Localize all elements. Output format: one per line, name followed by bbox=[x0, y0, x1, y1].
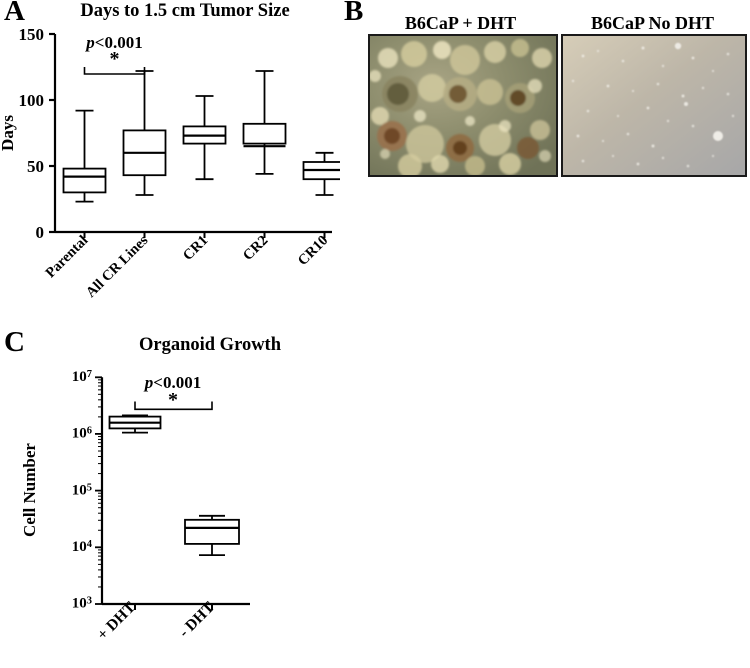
svg-text:CR10: CR10 bbox=[295, 233, 331, 269]
svg-text:104: 104 bbox=[72, 539, 93, 555]
svg-text:*: * bbox=[168, 389, 178, 411]
svg-text:+ DHT: + DHT bbox=[94, 598, 139, 643]
svg-text:*: * bbox=[110, 48, 120, 70]
svg-text:107: 107 bbox=[72, 369, 92, 385]
svg-text:50: 50 bbox=[27, 157, 44, 176]
svg-text:Parental: Parental bbox=[43, 233, 92, 282]
svg-text:100: 100 bbox=[19, 91, 45, 110]
svg-text:Days to 1.5 cm Tumor Size: Days to 1.5 cm Tumor Size bbox=[80, 1, 289, 21]
svg-text:Days: Days bbox=[0, 115, 17, 151]
svg-text:CR1: CR1 bbox=[180, 233, 211, 264]
svg-text:0: 0 bbox=[36, 223, 45, 242]
svg-text:106: 106 bbox=[72, 426, 92, 442]
svg-text:CR2: CR2 bbox=[240, 233, 271, 264]
svg-text:150: 150 bbox=[19, 25, 45, 44]
svg-text:Organoid Growth: Organoid Growth bbox=[139, 335, 282, 355]
svg-text:105: 105 bbox=[72, 482, 92, 498]
svg-text:Cell Number: Cell Number bbox=[20, 443, 39, 537]
svg-text:All CR Lines: All CR Lines bbox=[83, 232, 152, 300]
svg-text:103: 103 bbox=[72, 596, 92, 612]
